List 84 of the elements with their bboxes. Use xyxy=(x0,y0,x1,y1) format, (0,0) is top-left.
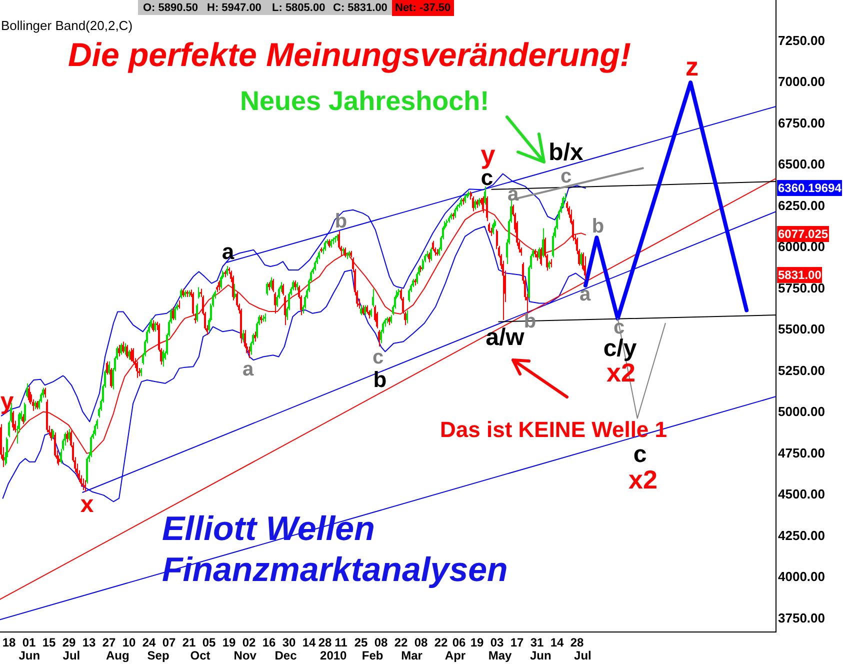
x2-tick-label: 2010 xyxy=(320,648,348,663)
annotation: b xyxy=(592,216,604,238)
x2-tick-label: Nov xyxy=(234,648,257,663)
x-tick-label: 31 xyxy=(530,636,544,650)
x-tick-label: 29 xyxy=(62,636,76,650)
y-tick-label: 7000.00 xyxy=(778,74,825,90)
y-tick-label: 5000.00 xyxy=(778,404,825,420)
annotation: C: 5831.00 xyxy=(333,2,388,14)
x2-tick-label: May xyxy=(488,648,512,663)
annotation: b xyxy=(373,367,387,393)
x-tick-label: 18 xyxy=(2,636,16,650)
y-tick-label: 5750.00 xyxy=(778,280,825,296)
x-tick-label: 30 xyxy=(282,636,296,650)
annotation: x xyxy=(80,491,94,519)
text: 6077.025 xyxy=(777,226,830,242)
x-tick-label: 15 xyxy=(42,636,56,650)
y-tick-label: 4750.00 xyxy=(778,445,825,460)
y-tick-label: 6750.00 xyxy=(778,115,825,130)
x-tick-label: 28 xyxy=(318,636,332,650)
x-tick-label: 08 xyxy=(374,636,388,650)
x-tick-label: 11 xyxy=(334,636,348,650)
x-tick-label: 25 xyxy=(354,636,368,650)
annotation: a xyxy=(222,239,234,265)
x-tick-label: 19 xyxy=(470,636,484,650)
annotation: c xyxy=(560,166,572,188)
x-tick-label: 10 xyxy=(122,636,136,650)
annotation: Bollinger Band(20,2,C) xyxy=(1,18,133,33)
x-tick-label: 07 xyxy=(162,636,176,650)
annotation: a xyxy=(242,358,254,382)
x-tick-label: 14 xyxy=(302,636,316,650)
x2-tick-label: Oct xyxy=(190,648,210,663)
text: 5831.00 xyxy=(777,267,822,283)
x2-tick-label: Sep xyxy=(147,648,170,663)
x-tick-label: 22 xyxy=(394,636,408,650)
x-tick-label: 28 xyxy=(570,636,584,650)
annotation: c xyxy=(372,346,384,370)
x2-tick-label: Feb xyxy=(362,648,384,663)
annotation: Neues Jahreshoch! xyxy=(240,86,490,117)
x-tick-label: 21 xyxy=(182,636,196,650)
x2-tick-label: Jul xyxy=(574,648,592,663)
annotation: Finanzmarktanalysen xyxy=(162,551,508,590)
annotation: b xyxy=(334,210,348,234)
text: 6360.19694 xyxy=(777,180,842,196)
annotation: L: 5805.00 xyxy=(272,2,326,14)
x-tick-label: 16 xyxy=(262,636,276,650)
x-tick-label: 06 xyxy=(452,636,466,650)
y-tick-label: 5250.00 xyxy=(778,362,825,378)
x2-tick-label: Jul xyxy=(62,648,80,663)
text: Die perfekte Meinungsveränderung! xyxy=(68,36,631,74)
y-tick-label: 7250.00 xyxy=(778,32,825,48)
x-tick-label: 05 xyxy=(202,636,216,650)
y-tick-label: 6500.00 xyxy=(778,156,825,172)
x-tick-label: 17 xyxy=(510,636,524,650)
x2-tick-label: Apr xyxy=(444,648,466,663)
annotation: z xyxy=(686,52,698,82)
annotation: a/w xyxy=(486,324,524,352)
y-tick-label: 3750.00 xyxy=(778,610,825,626)
x-tick-label: 02 xyxy=(242,636,256,650)
x-tick-label: 13 xyxy=(82,636,96,650)
x-tick-label: 08 xyxy=(414,636,428,650)
y-tick-label: 5500.00 xyxy=(778,322,825,337)
annotation: O: 5890.50 xyxy=(143,2,198,14)
x2-tick-label: Jun xyxy=(530,648,552,663)
x2-tick-label: Aug xyxy=(106,648,130,663)
y-tick-label: 6250.00 xyxy=(778,198,825,213)
x-tick-label: 24 xyxy=(142,636,156,650)
x-tick-label: 14 xyxy=(550,636,564,650)
annotation: b/x xyxy=(548,139,584,167)
x2-tick-label: Dec xyxy=(274,648,298,663)
annotation: a xyxy=(579,284,591,306)
x2-tick-label: Mar xyxy=(401,648,423,663)
x-tick-label: 22 xyxy=(434,636,448,650)
y-tick-label: 6000.00 xyxy=(778,239,825,254)
x2-tick-label: Jun xyxy=(18,648,40,663)
x-tick-label: 27 xyxy=(102,636,116,650)
annotation: H: 5947.00 xyxy=(207,2,262,14)
x-tick-label: 01 xyxy=(22,636,36,650)
x-tick-label: 19 xyxy=(222,636,236,650)
annotation: y xyxy=(0,388,14,416)
y-tick-label: 4250.00 xyxy=(778,528,825,543)
x-tick-label: 03 xyxy=(490,636,504,650)
y-tick-label: 4500.00 xyxy=(778,486,825,502)
annotation: Net: -37.50 xyxy=(392,0,454,16)
y-tick-label: 4000.00 xyxy=(778,569,825,584)
